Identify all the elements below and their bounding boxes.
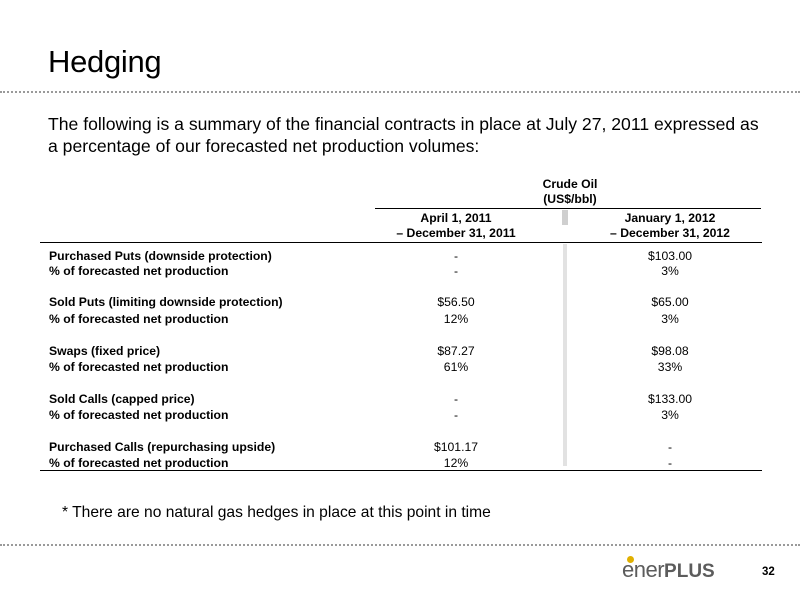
row-cell-col2: $98.08	[651, 344, 689, 358]
row-cell-col2: -	[667, 440, 673, 454]
row-cell-col2: 3%	[661, 264, 679, 278]
row-cell-col1: $56.50	[437, 295, 475, 309]
logo-accent-dot	[627, 556, 634, 563]
row-cell-col1: $87.27	[437, 344, 475, 358]
row-cell-col1: 12%	[443, 312, 469, 326]
page-number: 32	[762, 566, 775, 578]
footer-divider	[0, 544, 800, 546]
row-label: Purchased Puts (downside protection)	[49, 249, 272, 263]
table-bottom-rule	[40, 470, 762, 471]
row-cell-col2: 33%	[657, 360, 683, 374]
col1-header-line1: April 1, 2011	[420, 211, 492, 225]
enerplus-logo: enerPLUS	[622, 557, 715, 583]
row-label: % of forecasted net production	[49, 312, 229, 326]
row-cell-col1: 61%	[443, 360, 469, 374]
title-divider	[0, 91, 800, 93]
logo-text-light: ener	[622, 557, 665, 582]
body-column-separator	[563, 244, 567, 466]
table-top-rule	[40, 242, 762, 243]
row-cell-col1: 12%	[443, 456, 469, 470]
row-cell-col1: -	[453, 392, 459, 406]
row-cell-col2: 3%	[661, 312, 679, 326]
row-label: % of forecasted net production	[49, 456, 229, 470]
footnote: * There are no natural gas hedges in pla…	[62, 504, 491, 521]
intro-text: The following is a summary of the financ…	[48, 114, 759, 156]
row-cell-col2: 3%	[661, 408, 679, 422]
row-cell-col2: $65.00	[651, 295, 689, 309]
row-cell-col1: -	[453, 249, 459, 263]
col2-header-line2: – December 31, 2012	[610, 226, 730, 240]
row-cell-col1: -	[453, 408, 459, 422]
row-label: % of forecasted net production	[49, 264, 229, 278]
row-cell-col2: $133.00	[647, 392, 693, 406]
col1-header-line2: – December 31, 2011	[396, 226, 516, 240]
row-cell-col2: $103.00	[647, 249, 693, 263]
row-label: Sold Calls (capped price)	[49, 392, 195, 406]
row-label: Purchased Calls (repurchasing upside)	[49, 440, 276, 454]
group-header-rule	[375, 208, 761, 209]
group-header-line1: Crude Oil	[542, 177, 598, 191]
page-title: Hedging	[48, 44, 162, 79]
row-cell-col2: -	[667, 456, 673, 470]
row-label: Sold Puts (limiting downside protection)	[49, 295, 283, 309]
row-label: % of forecasted net production	[49, 408, 229, 422]
row-cell-col1: $101.17	[433, 440, 479, 454]
logo-text-bold: PLUS	[664, 561, 715, 582]
col2-header-line1: January 1, 2012	[624, 211, 716, 225]
header-column-separator	[562, 210, 568, 225]
row-label: Swaps (fixed price)	[49, 344, 161, 358]
row-cell-col1: -	[453, 264, 459, 278]
group-header-line2: (US$/bbl)	[543, 192, 597, 206]
row-label: % of forecasted net production	[49, 360, 229, 374]
